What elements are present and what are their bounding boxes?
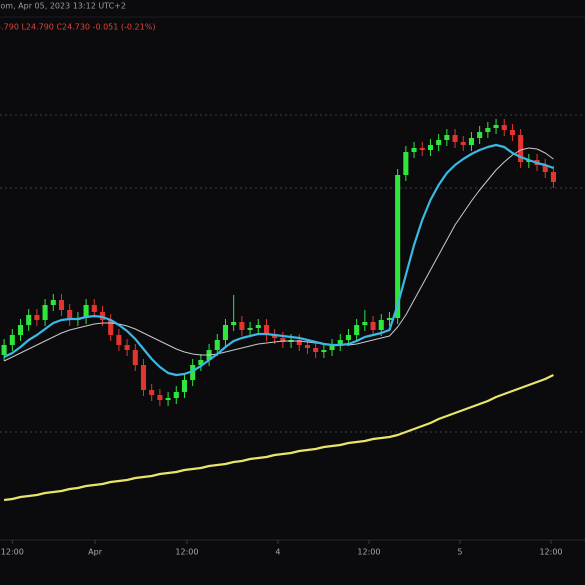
candle-body (157, 395, 163, 400)
candle-body (222, 325, 229, 340)
candle-body (296, 340, 302, 345)
candle-body (395, 175, 401, 318)
x-tick-label: 12:00 (1, 548, 24, 557)
candle-body (34, 315, 40, 320)
candle-body (214, 340, 220, 350)
x-tick-label: 12:00 (357, 548, 380, 557)
indicator-line (3, 374, 554, 502)
candle-body (509, 130, 515, 135)
x-tick-label: 12:00 (175, 548, 198, 557)
candle-body (42, 305, 48, 320)
candle-body (337, 340, 343, 345)
candle-body (304, 345, 311, 348)
candle-body (58, 300, 65, 310)
candle-body (345, 335, 351, 340)
indicator-line (3, 143, 554, 377)
candle-body (140, 365, 147, 390)
x-tick-label: 5 (457, 548, 462, 557)
candle-body (91, 305, 97, 312)
candle-body (362, 322, 368, 325)
candle-body (485, 128, 491, 132)
candle-body (132, 350, 138, 365)
candle-body (477, 132, 483, 138)
candle-body (550, 172, 556, 182)
chart-title: com, Apr 05, 2023 13:12 UTC+2 (0, 2, 126, 11)
candle-body (272, 335, 278, 338)
plot-area: 12:00 Apr 12:00 4 12:00 5 12:00 (0, 114, 585, 557)
candle-body (26, 315, 32, 325)
indicator-line (3, 147, 554, 362)
candle-body (67, 310, 73, 320)
candle-body (452, 135, 458, 142)
candle-body (419, 148, 425, 150)
candle-body (231, 322, 237, 325)
ohlc-readout: 4.790 L24.790 C24.730 -0.051 (-0.21%) (0, 23, 155, 32)
candle-body (468, 138, 474, 145)
x-tick-label: Apr (88, 548, 103, 557)
candle-body (108, 320, 114, 335)
candle-body (329, 345, 335, 350)
candle-body (9, 335, 15, 345)
candle-body (149, 390, 155, 395)
candle-body (50, 300, 56, 305)
candle-body (124, 345, 130, 350)
candle-body (247, 328, 253, 330)
candle-body (255, 325, 261, 328)
candle-body (198, 360, 204, 365)
candle-body (83, 305, 89, 318)
x-tick-label: 4 (275, 548, 280, 557)
candle-body (493, 125, 499, 128)
candle-body (518, 135, 524, 162)
candle-body (181, 380, 188, 392)
candle-body (501, 125, 507, 130)
candle-body (263, 325, 270, 335)
candle-body (1, 345, 7, 355)
candle-body (321, 350, 327, 352)
candle-body (444, 135, 450, 140)
candle-body (460, 142, 466, 145)
x-tick-label: 12:00 (539, 548, 562, 557)
candle-body (116, 335, 122, 345)
candle-body (386, 318, 392, 320)
candle-body (17, 325, 24, 335)
candle-body (354, 325, 360, 335)
candle-body (239, 322, 245, 330)
candle-body (403, 152, 409, 175)
candle-body (173, 392, 179, 398)
candle-body (370, 322, 376, 330)
candle-body (378, 320, 384, 330)
candle-body (427, 145, 433, 150)
candle-body (165, 398, 171, 400)
candle-body (411, 148, 417, 152)
candle-body (190, 365, 196, 380)
candle-body (436, 140, 442, 145)
candle-body (313, 348, 319, 352)
candle-body (280, 338, 286, 342)
candle-body (542, 165, 548, 172)
